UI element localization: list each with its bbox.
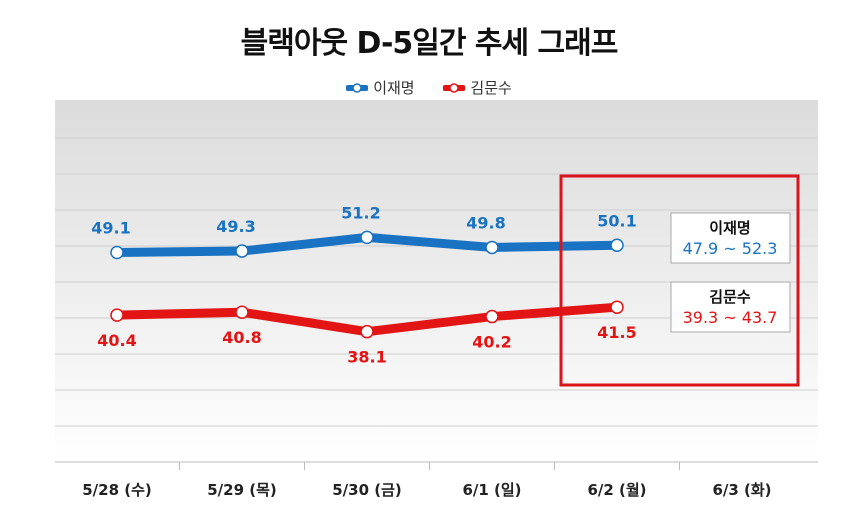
highlight-box <box>559 174 800 387</box>
legend-marker-icon <box>443 82 466 93</box>
data-point <box>610 300 624 314</box>
x-tick-label: 5/28 (수) <box>82 481 152 499</box>
legend-label: 이재명 <box>373 79 415 97</box>
range-box-value: 47.9 ~ 52.3 <box>683 239 778 258</box>
data-label: 40.4 <box>97 331 136 350</box>
range-box-name: 이재명 <box>709 219 750 237</box>
data-point <box>235 244 249 258</box>
plot-background <box>55 100 818 462</box>
data-label: 49.8 <box>466 213 505 232</box>
x-tick-label: 6/1 (일) <box>462 481 521 499</box>
data-point <box>360 230 374 245</box>
legend-label: 김문수 <box>470 79 512 97</box>
x-tick-label: 5/30 (금) <box>332 481 402 499</box>
legend-item-lee: 이재명 <box>346 77 415 98</box>
data-point <box>610 238 624 253</box>
x-tick-label: 5/29 (목) <box>207 481 277 499</box>
data-point <box>485 240 499 255</box>
data-label: 38.1 <box>347 348 386 367</box>
data-point <box>110 308 124 322</box>
chart-title: 블랙아웃 D-5일간 추세 그래프 <box>240 26 619 61</box>
data-label: 50.1 <box>597 211 636 230</box>
data-point <box>360 324 374 339</box>
data-label: 51.2 <box>341 203 380 222</box>
range-box-value: 39.3 ~ 43.7 <box>683 308 778 327</box>
data-point <box>110 245 124 260</box>
range-box <box>670 212 791 264</box>
legend-item-kim: 김문수 <box>443 77 512 98</box>
range-box-name: 김문수 <box>709 288 751 306</box>
x-tick-label: 6/3 (화) <box>712 481 771 499</box>
legend-marker-icon <box>346 82 369 93</box>
range-box <box>670 281 791 333</box>
data-point <box>235 305 249 319</box>
data-label: 40.8 <box>222 328 261 347</box>
data-label: 41.5 <box>597 323 636 342</box>
x-tick-label: 6/2 (월) <box>587 481 646 499</box>
data-label: 49.3 <box>216 217 255 236</box>
data-label: 49.1 <box>91 218 130 237</box>
data-point <box>485 309 499 324</box>
data-label: 40.2 <box>472 333 511 352</box>
legend: 이재명 김문수 <box>0 77 858 98</box>
